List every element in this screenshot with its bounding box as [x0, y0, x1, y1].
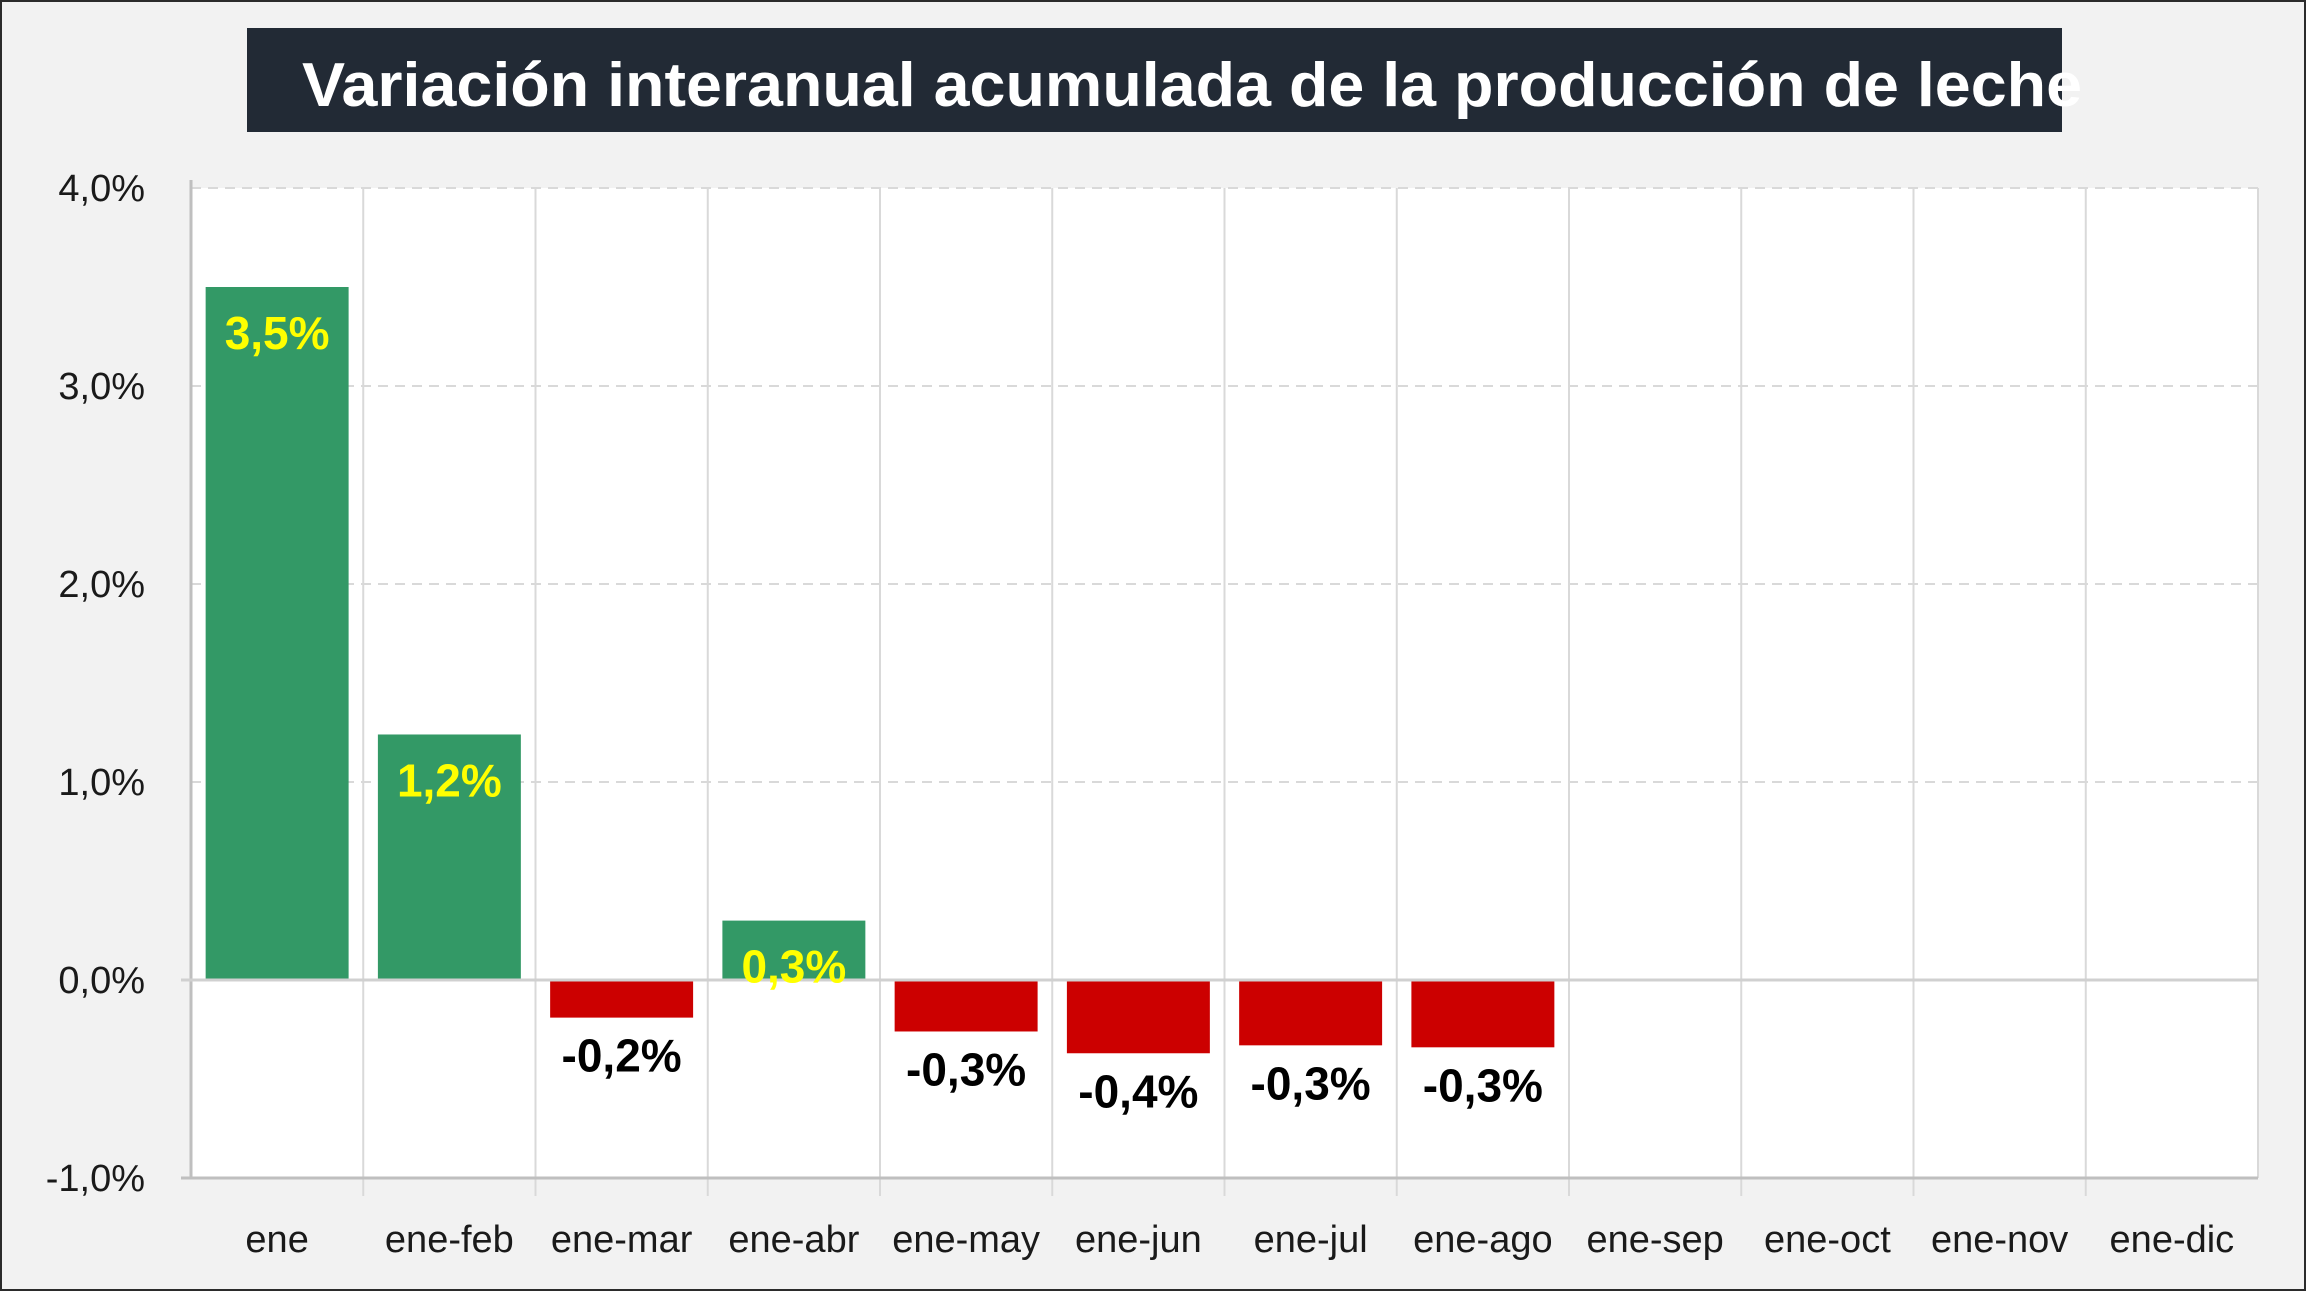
bar [377, 734, 521, 980]
data-label: 1,2% [397, 754, 502, 806]
category-label: ene-abr [728, 1219, 859, 1261]
data-label: -0,3% [1423, 1059, 1543, 1111]
bar [205, 287, 349, 980]
data-label: 0,3% [741, 941, 846, 993]
bar [550, 980, 694, 1018]
y-tick-label: 2,0% [58, 564, 145, 606]
category-label: ene-dic [2110, 1219, 2235, 1261]
category-label: ene-jun [1075, 1219, 1202, 1261]
axes [181, 180, 2258, 1180]
category-label: ene-feb [385, 1219, 514, 1261]
gridlines [191, 187, 2259, 1196]
y-axis-tick-labels: 4,0% 3,0% 2,0% 1,0% 0,0% -1,0% [46, 168, 145, 1200]
data-label: -0,2% [562, 1030, 682, 1082]
category-label: ene-mar [551, 1219, 693, 1261]
y-tick-label: 0,0% [58, 960, 145, 1002]
x-axis-category-labels: ene ene-feb ene-mar ene-abr ene-may ene-jun en… [245, 1219, 2234, 1261]
data-label: -0,4% [1078, 1065, 1198, 1117]
bar [1239, 980, 1383, 1046]
category-label: ene-oct [1764, 1219, 1891, 1261]
category-label: ene-jul [1254, 1219, 1368, 1261]
y-tick-label: 4,0% [58, 168, 145, 210]
y-tick-label: 3,0% [58, 366, 145, 408]
category-label: ene-may [892, 1219, 1040, 1261]
bar [722, 920, 866, 980]
data-label: 3,5% [225, 307, 330, 359]
data-label: -0,3% [1251, 1057, 1371, 1109]
chart-title-background [247, 28, 2062, 132]
bar [1066, 980, 1210, 1054]
bar [894, 980, 1038, 1032]
category-label: ene [245, 1219, 308, 1261]
category-label: ene-nov [1931, 1219, 2068, 1261]
data-label: -0,3% [906, 1043, 1026, 1095]
category-label: ene-sep [1586, 1219, 1723, 1261]
bars [205, 287, 1555, 1054]
chart-title: Variación interanual acumulada de la pro… [302, 51, 2082, 120]
y-tick-label: -1,0% [46, 1158, 145, 1200]
data-labels: 3,5% 1,2% -0,2% 0,3% -0,3% -0,4% -0,3% -0,3% [225, 307, 1543, 1117]
bar [1411, 980, 1555, 1048]
y-tick-label: 1,0% [58, 762, 145, 804]
category-label: ene-ago [1413, 1219, 1552, 1261]
